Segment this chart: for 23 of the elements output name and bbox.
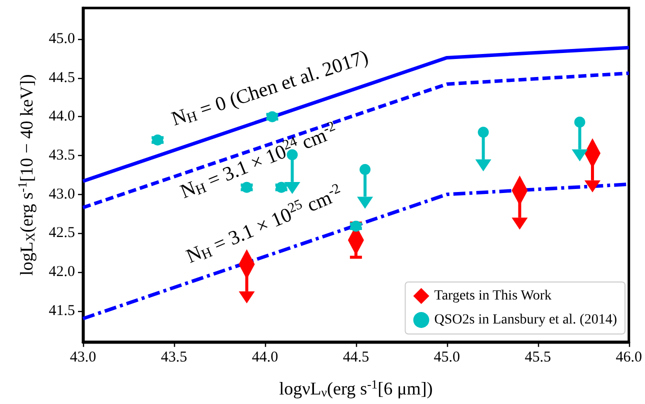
x-tick-label: 43.0 — [70, 349, 96, 366]
x-tick-label: 45.5 — [524, 349, 552, 366]
y-tick-label: 43.5 — [48, 148, 75, 164]
y-tick-label: 43.0 — [48, 186, 75, 202]
legend-label: QSO2s in Lansbury et al. (2014) — [434, 312, 618, 328]
y-tick-label: 42.0 — [48, 264, 75, 280]
x-tick-label: 46.0 — [616, 349, 642, 366]
y-tick-label: 41.5 — [48, 302, 75, 319]
y-axis-title: logLX(erg s-1[10 − 40 keV]) — [15, 74, 38, 276]
legend-label: Targets in This Work — [434, 288, 552, 304]
x-tick-label: 45.0 — [434, 349, 460, 366]
point — [152, 134, 164, 146]
y-tick-label: 44.0 — [48, 108, 75, 125]
point — [286, 149, 298, 160]
x-tick-label: 43.5 — [160, 349, 188, 366]
point — [574, 116, 586, 128]
point — [360, 164, 371, 176]
y-tick-label: 42.5 — [48, 225, 75, 242]
y-tick-label: 45.0 — [48, 31, 75, 48]
y-tick-label: 44.5 — [48, 70, 75, 86]
point — [478, 126, 489, 138]
x-tick-label: 44.0 — [252, 349, 278, 366]
x-tick-label: 44.5 — [342, 349, 370, 366]
